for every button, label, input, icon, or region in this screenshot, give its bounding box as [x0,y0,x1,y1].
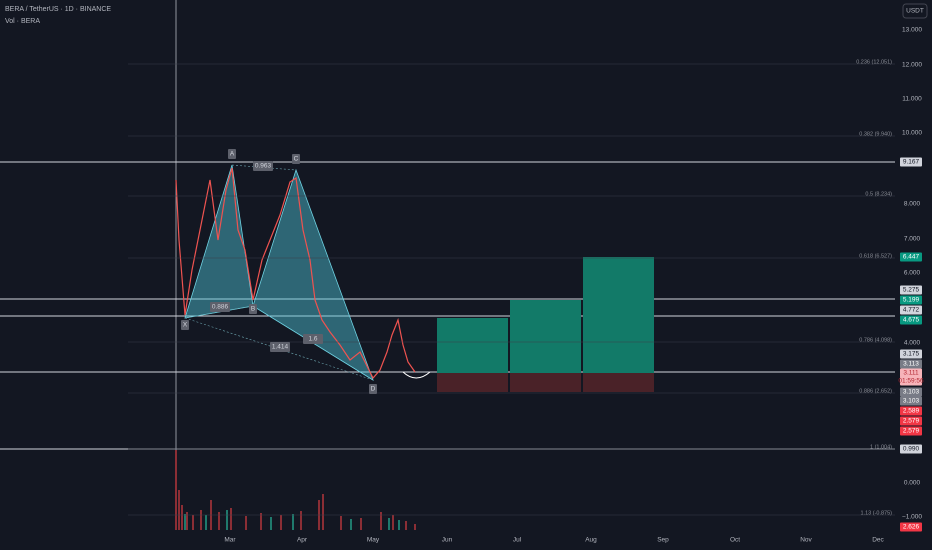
price-tag [900,396,922,406]
price-tag [900,285,922,295]
currency-button-label[interactable]: USDT [906,8,924,15]
price-tag [900,376,922,386]
price-tag [900,522,922,532]
price-tag-label: 3.103 [903,389,920,396]
fib-label: 0.786 (4.098) [859,337,892,343]
price-tag [900,349,922,359]
price-tag [900,368,922,378]
pattern-point-box [181,320,189,330]
symbol-title: BERA / TetherUS · 1D · BINANCE [5,6,111,13]
pattern-point: B [251,306,255,313]
price-tag-label: 5.199 [903,297,920,304]
ratio-box [253,161,273,171]
fib-label: 0.618 (6.527) [859,253,892,259]
fib-label: 0.886 (2.652) [859,388,892,394]
stop-box [437,373,508,392]
price-axis-label: −1.000 [902,514,922,521]
price-tag [900,359,922,369]
fib-label: 0.5 (8.234) [865,191,892,197]
price-tag-label: 5.275 [903,287,920,294]
pattern-point-box [292,154,300,164]
pattern-point: D [371,386,376,393]
time-axis-label: Oct [730,537,740,544]
ratio-box [303,334,323,344]
price-axis-label: 8.000 [904,201,921,208]
time-axis-label: Aug [585,537,597,544]
time-axis-label: Jun [442,537,453,544]
price-tag [900,387,922,397]
price-axis-label: 6.000 [904,270,921,277]
ratio-label: 0.963 [255,163,272,170]
price-tag [900,426,922,436]
price-axis-label: 12.000 [902,62,922,69]
price-tag-label: 2.579 [903,428,920,435]
ratio-label: 0.886 [212,304,229,311]
ratio-label: 1.414 [272,344,289,351]
time-axis-label: Mar [224,537,236,544]
volume-title: Vol · BERA [5,18,40,25]
time-axis-label: Sep [657,537,669,544]
price-tag-label: 2.579 [903,418,920,425]
price-tag-label: 9.167 [903,159,920,166]
time-axis-label: May [367,537,380,544]
pattern-point: X [183,322,188,329]
pattern-xb [184,305,254,319]
currency-button[interactable] [902,3,928,19]
price-axis-label: 11.000 [902,96,922,103]
time-axis-label: Apr [297,537,308,544]
fib-label: 1 (1.004) [870,444,892,450]
stop-box [583,373,654,392]
time-axis-label: Dec [872,537,884,544]
fib-label: 1.13 (-0.875) [861,510,893,516]
price-tag-label: 4.772 [903,307,920,314]
price-tag [900,305,922,315]
price-tag-label: 3.113 [903,361,919,368]
price-series [175,167,416,380]
time-axis-label: Jul [513,537,522,544]
price-tag [900,406,922,416]
pattern-point-box [249,304,257,314]
target-box [510,300,581,373]
price-axis-panel [895,0,932,550]
price-tag-label: 3.103 [903,398,920,405]
price-tag-label: 6.447 [903,254,920,261]
pattern-point: A [230,151,235,158]
ratio-box [210,302,230,312]
price-tag [900,295,922,305]
price-tag-label: 0.990 [903,446,920,453]
price-axis-label: 13.000 [902,27,922,34]
price-tag [900,444,922,454]
price-axis-label: 4.000 [904,340,921,347]
volume-bars-up [184,510,400,530]
arc [402,371,431,379]
price-tag-label: 3.175 [903,351,920,358]
price-tag-label: 2.589 [903,408,920,415]
fib-label: 0.236 (12.051) [856,59,892,65]
price-axis-label: 7.000 [904,236,921,243]
ratio-box [270,342,290,352]
target-box [583,257,654,373]
fib-label: 0.382 (9.940) [859,131,892,137]
stop-box [510,373,581,392]
price-tag [900,315,922,325]
price-axis-label: 10.000 [902,130,922,137]
price-tag-label: 3.111 [903,370,919,377]
pattern-point-box [369,384,377,394]
price-tag [900,157,922,167]
price-tag-label: 4.675 [903,317,920,324]
price-tag [900,416,922,426]
pattern-point-box [228,149,236,159]
price-tag-label: 2.626 [903,524,920,531]
price-tag-label: 01:59:56 [898,378,924,385]
ratio-label: 1.6 [308,336,317,343]
price-axis-label: 0.000 [904,480,921,487]
pattern-point: C [294,156,299,163]
price-tag [900,252,922,262]
pattern-xd [184,317,374,381]
time-axis-label: Nov [800,537,812,544]
target-box [437,318,508,373]
